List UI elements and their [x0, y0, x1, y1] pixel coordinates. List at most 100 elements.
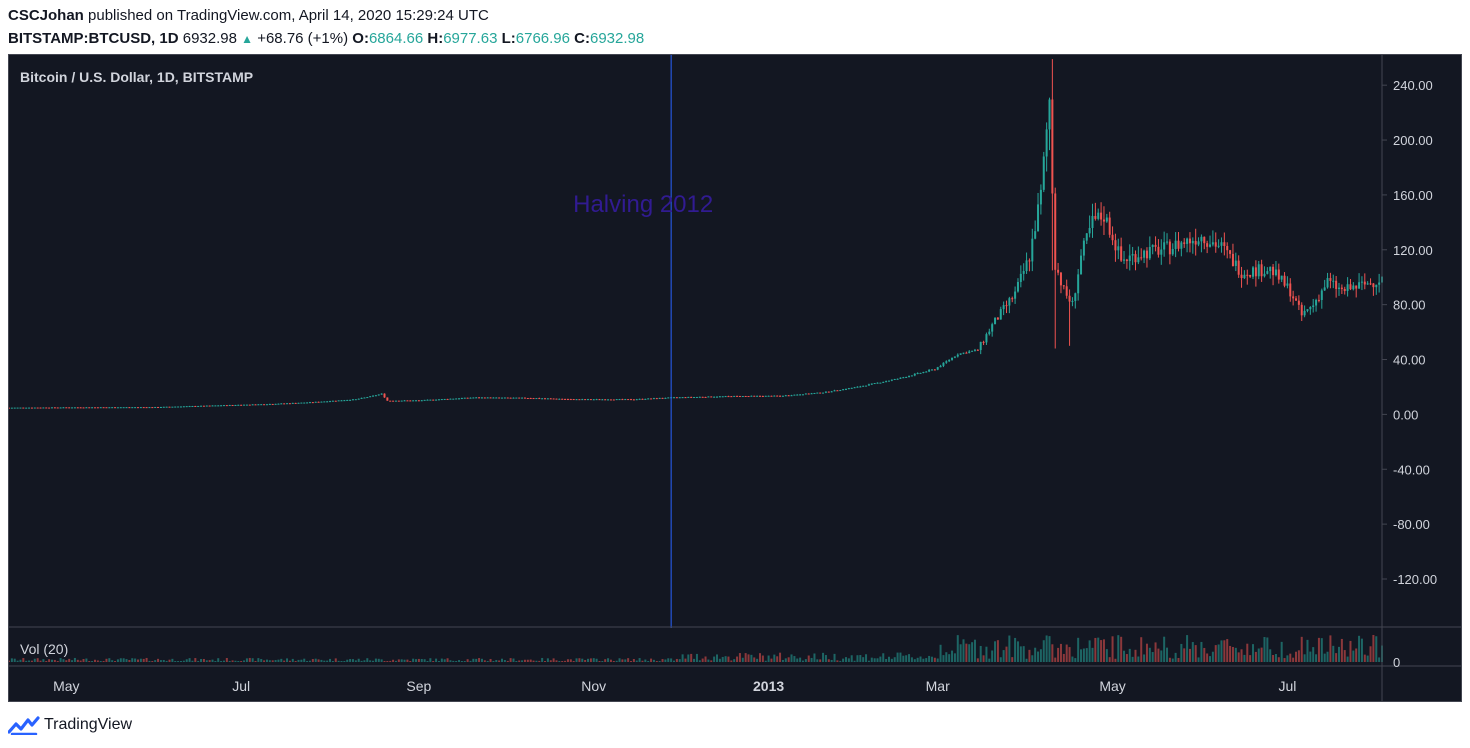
candle-body: [733, 395, 736, 397]
volume-bar: [480, 658, 483, 662]
candle-body: [1295, 298, 1298, 301]
candle-body: [1358, 282, 1361, 289]
volume-bar: [478, 658, 481, 662]
candle-body: [615, 399, 618, 401]
volume-bar: [859, 655, 862, 662]
volume-bar: [260, 658, 263, 662]
candle-body: [134, 407, 137, 409]
volume-bar: [965, 643, 968, 662]
candle-body: [214, 405, 217, 407]
volume-bar: [890, 658, 893, 662]
volume-bar: [1074, 658, 1077, 662]
chart-canvas[interactable]: Halving 2012 Bitcoin / U.S. Dollar, 1D, …: [9, 55, 1461, 701]
candle-body: [1360, 281, 1363, 283]
candle-body: [39, 407, 42, 409]
candle-body: [1280, 275, 1283, 280]
volume-bar: [575, 658, 578, 662]
volume-bar: [799, 657, 802, 662]
y-tick-label: 80.00: [1393, 298, 1426, 313]
volume-bar: [693, 658, 696, 662]
candle-body: [1123, 259, 1126, 261]
volume-bar: [372, 660, 375, 662]
candle-body: [836, 390, 839, 392]
volume-bar: [1231, 646, 1234, 662]
candle-body: [105, 407, 108, 409]
volume-bar: [25, 660, 28, 662]
candle-body: [1254, 267, 1257, 277]
volume-zero-tick: 0: [1393, 655, 1400, 670]
time-axis[interactable]: May Jul Sep Nov 2013 Mar May Jul: [53, 678, 1296, 694]
candle-body: [727, 396, 730, 398]
candle-body: [1062, 285, 1065, 287]
volume-bar: [870, 657, 873, 662]
candle-body: [506, 397, 509, 399]
candle-body: [1306, 309, 1309, 311]
candle-body: [870, 383, 873, 385]
volume-bar: [767, 655, 770, 662]
volume-bar: [1148, 647, 1151, 662]
volume-bar: [1077, 637, 1080, 662]
publisher-name[interactable]: CSCJohan: [8, 7, 84, 24]
candle-body: [578, 399, 581, 401]
candle-body: [1085, 233, 1088, 241]
candle-body: [1025, 260, 1028, 272]
candle-body: [509, 397, 512, 399]
price-axis[interactable]: 240.00 200.00 160.00 120.00 80.00 40.00 0.00 -4…: [1382, 78, 1437, 587]
volume-bar: [234, 660, 237, 662]
candle-body: [400, 400, 403, 402]
volume-bar: [919, 656, 922, 662]
candle-body: [1234, 260, 1237, 266]
candle-body: [781, 395, 784, 397]
candle-body: [136, 407, 139, 409]
volume-bar: [902, 655, 905, 662]
candle-body: [119, 407, 122, 409]
candle-body: [816, 392, 819, 394]
volume-bar: [240, 661, 243, 662]
y-tick-label: -80.00: [1393, 517, 1430, 532]
volume-bar: [1111, 636, 1114, 662]
volume-bar: [664, 659, 667, 662]
chart-frame[interactable]: Halving 2012 Bitcoin / U.S. Dollar, 1D, …: [8, 54, 1462, 702]
volume-bar: [535, 660, 538, 662]
volume-bar: [601, 661, 604, 662]
volume-bar: [773, 654, 776, 662]
candle-body: [523, 397, 526, 399]
candle-body: [558, 398, 561, 400]
candle-body: [392, 400, 395, 402]
volume-bar: [1097, 637, 1100, 662]
volume-bar: [1045, 635, 1048, 662]
candle-body: [575, 399, 578, 401]
volume-bar: [351, 659, 354, 662]
volume-bar: [566, 659, 569, 662]
volume-bar: [277, 659, 280, 662]
volume-bar: [71, 660, 74, 662]
candle-body: [561, 398, 564, 400]
volume-bar: [392, 659, 395, 662]
candle-body: [326, 401, 329, 403]
halving-annotation[interactable]: Halving 2012: [573, 191, 713, 218]
candle-body: [501, 397, 504, 399]
candle-body: [125, 407, 128, 409]
brand-name[interactable]: TradingView: [44, 716, 133, 733]
candle-body: [466, 397, 469, 399]
volume-bar: [509, 658, 512, 662]
candle-body: [853, 387, 856, 389]
candle-body: [1375, 284, 1378, 288]
volume-bar: [1174, 652, 1177, 662]
volume-bar: [730, 660, 733, 662]
volume-bar: [908, 654, 911, 662]
volume-bar: [1274, 653, 1277, 662]
volume-bar: [873, 658, 876, 662]
candle-body: [1366, 283, 1369, 285]
candle-body: [211, 405, 214, 407]
volume-bar: [632, 659, 635, 662]
candle-body: [1363, 281, 1366, 285]
x-tick-label: Sep: [406, 678, 431, 694]
candle-body: [208, 405, 211, 407]
volume-bar: [323, 660, 326, 662]
candle-body: [458, 398, 461, 400]
candle-body: [65, 407, 68, 409]
candle-body: [1340, 287, 1343, 289]
candle-body: [661, 397, 664, 399]
high-label: H:: [427, 30, 444, 47]
